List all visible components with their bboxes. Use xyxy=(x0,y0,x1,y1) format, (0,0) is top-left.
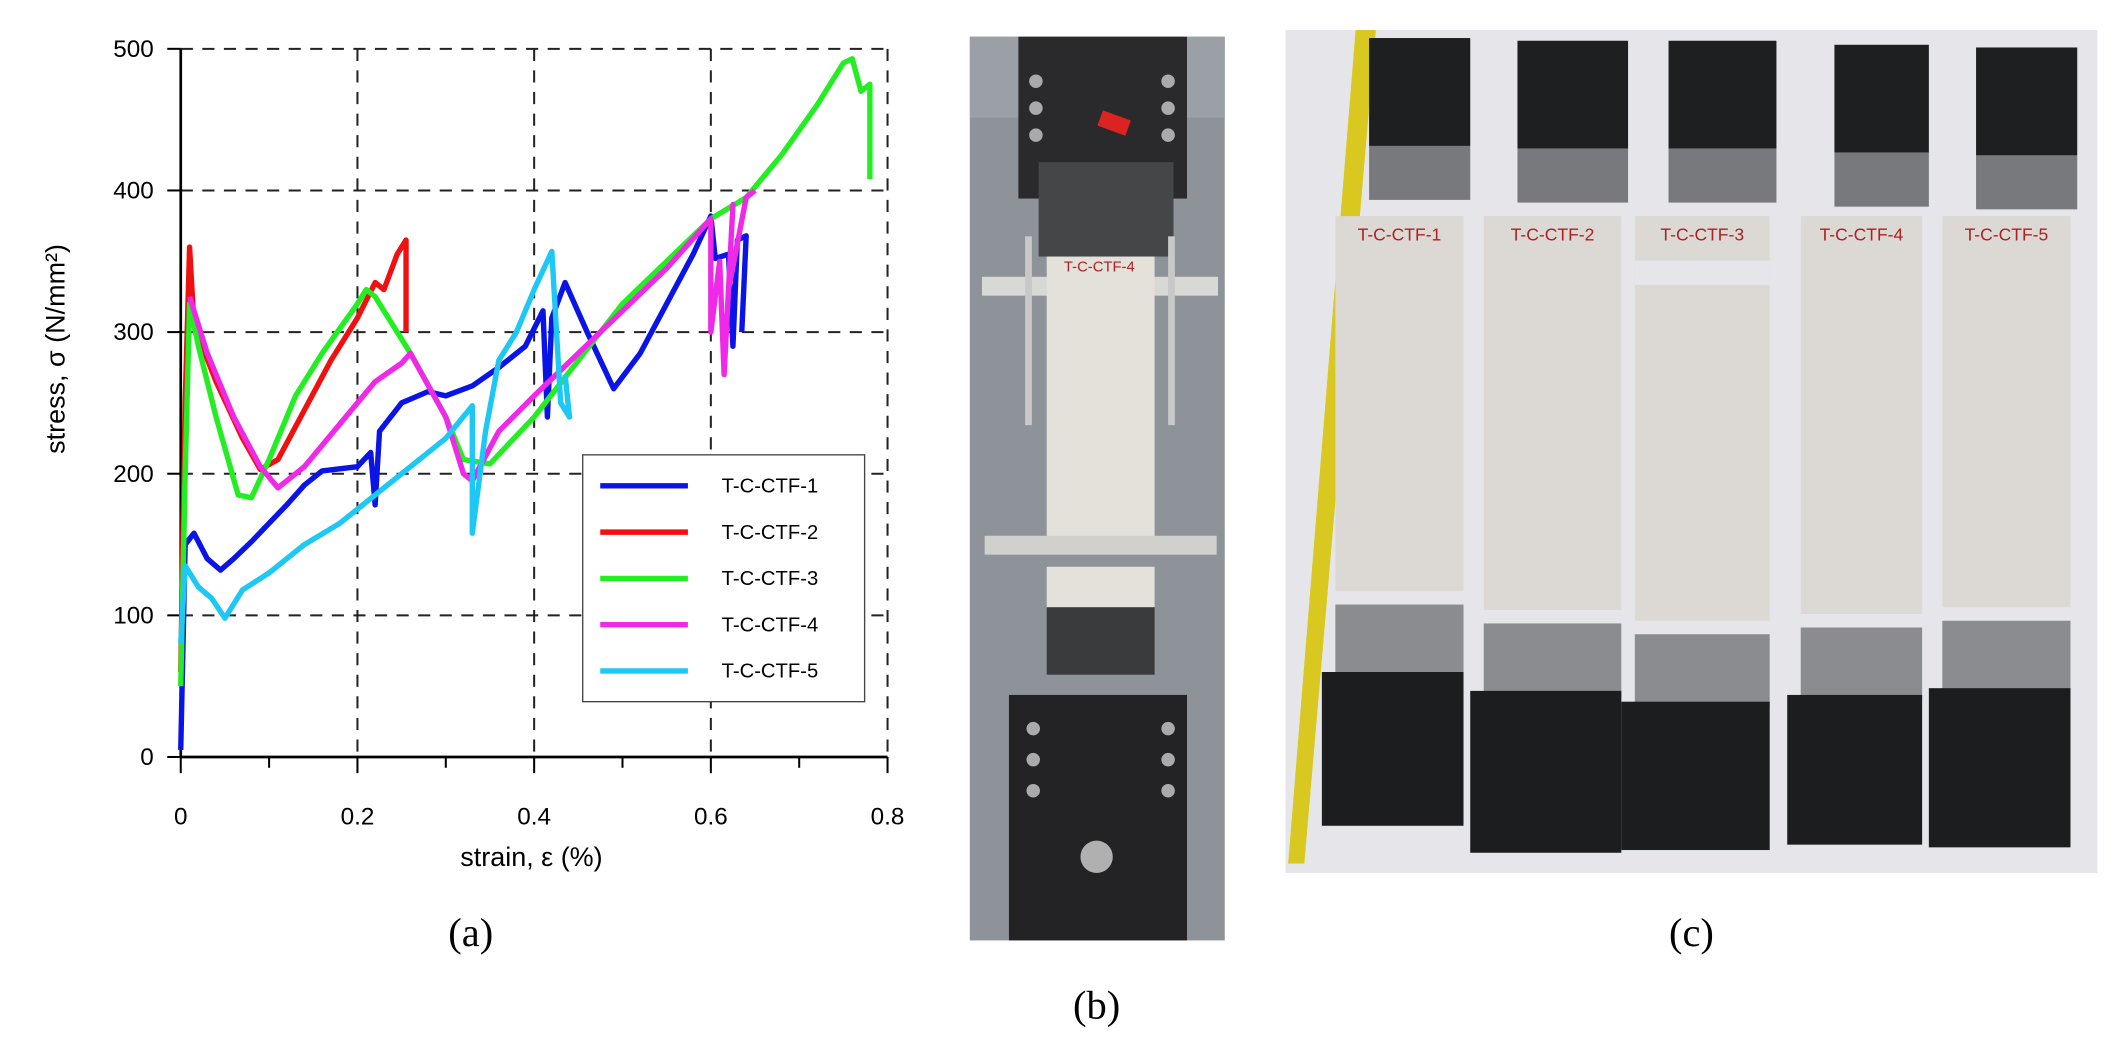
y-tick-label: 200 xyxy=(113,461,154,488)
tab xyxy=(1483,623,1622,698)
tab xyxy=(1470,690,1622,853)
tab xyxy=(1369,38,1471,146)
tab xyxy=(1800,627,1923,702)
photo-label: T-C-CTF-4 xyxy=(1064,259,1135,275)
x-tick-label: 0 xyxy=(174,803,188,830)
tab xyxy=(1976,47,2078,156)
tab xyxy=(1787,694,1923,845)
x-tick-label: 0.4 xyxy=(517,803,551,830)
photo-label: T-C-CTF-5 xyxy=(1965,224,2049,244)
tab xyxy=(1517,40,1629,149)
strip xyxy=(1942,216,2071,608)
photo-b: T-C-CTF-4 xyxy=(969,36,1225,941)
strip xyxy=(1335,216,1464,592)
tab xyxy=(1834,152,1929,207)
x-axis-label: strain, ε (%) xyxy=(460,842,602,872)
x-tick-label: 0.6 xyxy=(694,803,728,830)
panel-label: (a) xyxy=(448,910,493,955)
tab xyxy=(1928,688,2071,848)
y-tick-label: 100 xyxy=(113,602,154,629)
panel-label: (b) xyxy=(1073,983,1120,1028)
gap xyxy=(1634,260,1770,285)
panel-label: (c) xyxy=(1669,910,1714,955)
legend-label: T-C-CTF-1 xyxy=(722,476,819,498)
strip xyxy=(1483,216,1622,610)
tab xyxy=(1942,620,2071,695)
tab xyxy=(1668,148,1777,203)
photo-label: T-C-CTF-3 xyxy=(1660,224,1744,244)
y-axis-label: stress, σ (N/mm²) xyxy=(41,244,71,454)
tab xyxy=(1621,701,1770,851)
tab xyxy=(1976,155,2078,210)
y-tick-label: 0 xyxy=(140,744,154,771)
legend-label: T-C-CTF-5 xyxy=(722,661,819,683)
photo-c: T-C-CTF-1 T-C-CTF-2 T-C-CTF-3 T-C-CTF-4 T-C-… xyxy=(1285,29,2098,873)
photo-label: T-C-CTF-1 xyxy=(1358,224,1442,244)
legend-label: T-C-CTF-4 xyxy=(722,614,819,636)
tab xyxy=(1321,672,1464,826)
tab xyxy=(1634,634,1770,709)
x-tick-label: 0.2 xyxy=(341,803,375,830)
y-tick-label: 300 xyxy=(113,319,154,346)
y-tick-label: 400 xyxy=(113,178,154,205)
legend-label: T-C-CTF-3 xyxy=(722,568,819,590)
tab xyxy=(1668,40,1777,149)
tab xyxy=(1834,44,1929,153)
series-line xyxy=(178,237,409,673)
photo-label: T-C-CTF-2 xyxy=(1511,224,1595,244)
chart: 0 100 200 300 400 500 0 0.2 0.4 0.6 0.8 strain, ε (… xyxy=(41,36,905,872)
strip xyxy=(1800,216,1923,615)
tab xyxy=(1335,604,1464,679)
series-line xyxy=(178,248,573,644)
tab xyxy=(1517,148,1629,203)
legend-label: T-C-CTF-2 xyxy=(722,522,819,544)
series-line xyxy=(187,188,757,491)
y-tick-label: 500 xyxy=(113,36,154,63)
photo-label: T-C-CTF-4 xyxy=(1820,224,1904,244)
x-tick-label: 0.8 xyxy=(871,803,905,830)
tab xyxy=(1369,145,1471,200)
